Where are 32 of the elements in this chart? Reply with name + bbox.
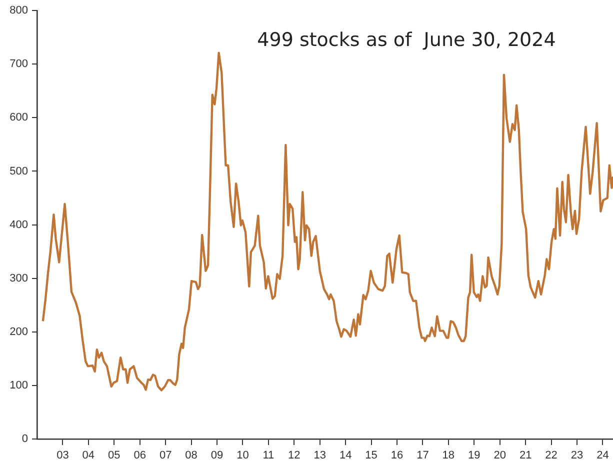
y-tick-label: 700 bbox=[10, 58, 28, 70]
text: 499 stocks as of June 30, 2024 bbox=[256, 29, 557, 51]
y-tick-label: 100 bbox=[10, 379, 28, 392]
x-tick-label: 04 bbox=[82, 450, 95, 462]
x-tick-label: 16 bbox=[390, 450, 404, 462]
x-tick-label: 05 bbox=[108, 450, 120, 462]
x-tick-label: 23 bbox=[570, 450, 584, 462]
x-tick-label: 20 bbox=[494, 450, 506, 462]
x-tick-label: 11 bbox=[262, 450, 274, 462]
x-tick-label: 12 bbox=[288, 450, 300, 462]
x-tick-label: 09 bbox=[210, 450, 224, 462]
x-tick-label: 03 bbox=[56, 450, 69, 462]
x-tick-label: 24 bbox=[596, 450, 609, 462]
y-tick-label: 0 bbox=[22, 433, 28, 446]
y-tick-label: 600 bbox=[10, 112, 28, 124]
x-tick-label: 08 bbox=[185, 450, 198, 462]
y-tick-label: 300 bbox=[10, 272, 28, 284]
x-tick-label: 19 bbox=[468, 450, 480, 462]
x-tick-label: 18 bbox=[442, 450, 455, 462]
y-tick-label: 500 bbox=[10, 165, 28, 178]
y-tick-label: 200 bbox=[10, 326, 28, 338]
x-tick-label: 06 bbox=[134, 450, 146, 462]
x-tick-label: 21 bbox=[519, 450, 532, 462]
y-tick-label: 400 bbox=[10, 218, 28, 231]
x-tick-label: 10 bbox=[236, 450, 249, 462]
x-tick-label: 22 bbox=[545, 450, 558, 462]
x-tick-label: 07 bbox=[159, 450, 172, 462]
x-tick-label: 14 bbox=[339, 450, 352, 462]
x-tick-label: 15 bbox=[365, 450, 378, 462]
x-tick-label: 13 bbox=[314, 450, 326, 462]
y-tick-label: 800 bbox=[10, 4, 28, 17]
x-tick-label: 17 bbox=[416, 450, 429, 462]
